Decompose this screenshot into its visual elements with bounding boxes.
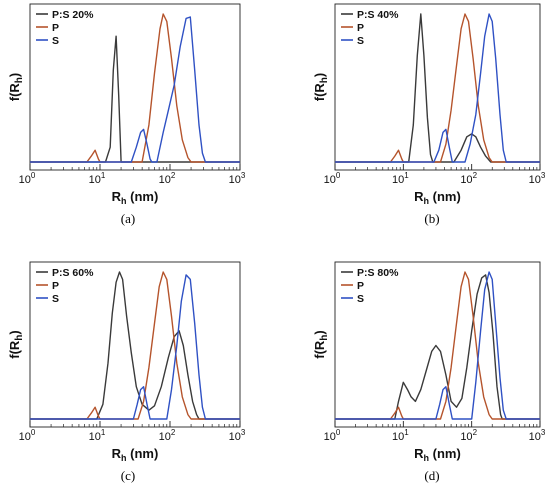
legend-label: P:S 20% [52,9,94,21]
plot-frame [334,261,541,428]
series-line-s [335,13,540,163]
x-tick-label: 101 [89,428,106,443]
panel-4: 100 101 102 103 f(Rh) Rh (nm) P:S 80%PS [312,261,546,463]
x-axis-label: Rh (nm) [414,189,461,206]
plot-frame [334,3,541,171]
legend-label: P:S 40% [357,9,399,21]
panel-1: 100 101 102 103 f(Rh) Rh (nm) P:S 20%PS [7,3,246,206]
plot-frame [29,3,241,171]
x-tick-label: 100 [324,428,341,443]
series-line-p [30,13,240,163]
x-tick-label: 102 [460,428,477,443]
panel-label: (c) [121,468,135,483]
plot-frame [29,261,241,428]
y-axis-label: f(Rh) [7,330,25,359]
series-line-s [30,274,240,420]
legend-label: S [52,293,59,305]
legend-label: P [52,22,59,34]
legend: P:S 80%PS [341,267,399,305]
x-tick-label: 102 [460,171,477,186]
x-tick-label: 101 [89,171,106,186]
legend: P:S 20%PS [36,9,94,47]
panel-label: (a) [121,211,135,226]
panel-2: 100 101 102 103 f(Rh) Rh (nm) P:S 40%PS [312,3,546,206]
panel-3: 100 101 102 103 f(Rh) Rh (nm) P:S 60%PS [7,261,246,463]
series-line-p [30,271,240,420]
legend-label: S [357,293,364,305]
panel-label: (d) [424,468,439,483]
legend-label: P [357,22,364,34]
legend-label: P:S 80% [357,267,399,279]
y-axis-label: f(Rh) [312,330,330,359]
series-line-p-s-20- [30,35,240,163]
x-tick-label: 103 [529,428,546,443]
x-tick-label: 100 [19,428,36,443]
legend-label: P [357,280,364,292]
legend-label: P [52,280,59,292]
legend-label: P:S 60% [52,267,94,279]
x-tick-label: 103 [529,171,546,186]
y-axis-label: f(Rh) [312,73,330,102]
x-tick-label: 100 [324,171,341,186]
legend: P:S 40%PS [341,9,399,47]
x-tick-label: 102 [159,428,176,443]
series-line-p-s-80- [335,274,540,420]
series-line-p [335,271,540,420]
panel-label: (b) [424,211,439,226]
x-axis-label: Rh (nm) [112,189,159,206]
y-axis-label: f(Rh) [7,73,25,102]
x-tick-label: 101 [392,171,409,186]
series-line-s [30,16,240,163]
x-tick-label: 101 [392,428,409,443]
x-tick-label: 100 [19,171,36,186]
series-line-p-s-60- [30,271,240,420]
legend-label: S [52,35,59,47]
series-line-p-s-40- [335,13,540,163]
x-axis-label: Rh (nm) [112,446,159,463]
x-tick-label: 102 [159,171,176,186]
x-tick-label: 103 [229,171,246,186]
legend: P:S 60%PS [36,267,94,305]
series-line-s [335,271,540,420]
series-line-p [335,13,540,163]
legend-label: S [357,35,364,47]
x-tick-label: 103 [229,428,246,443]
x-axis-label: Rh (nm) [414,446,461,463]
